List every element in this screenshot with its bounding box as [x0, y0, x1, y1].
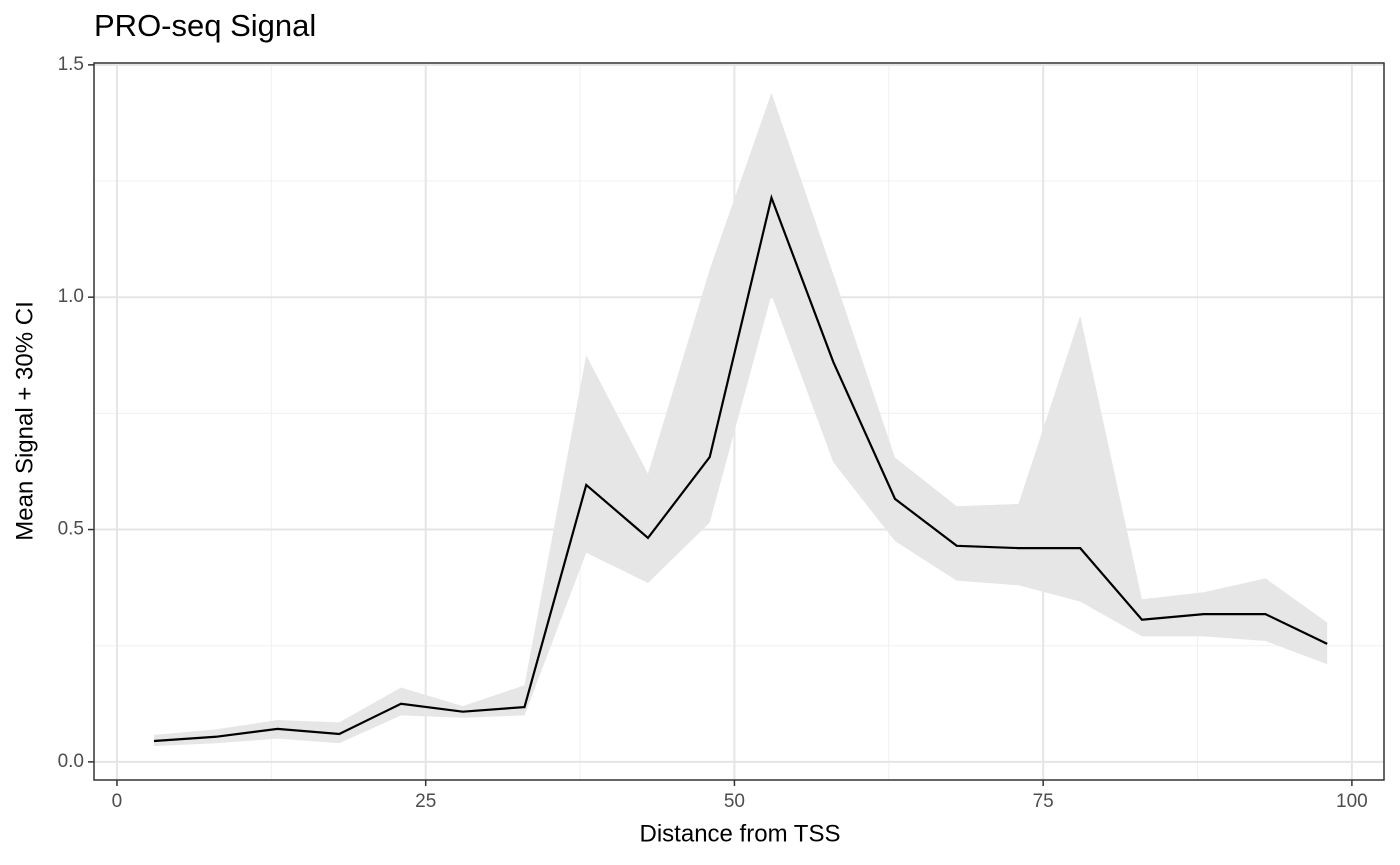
x-tick-label: 50	[724, 791, 745, 812]
y-tick-label: 0.0	[58, 751, 84, 772]
mean-line	[153, 194, 1328, 743]
x-tick-label: 100	[1336, 791, 1368, 812]
confidence-ribbon	[154, 92, 1328, 747]
x-tick-label: 75	[1033, 791, 1054, 812]
plot-border	[93, 62, 1385, 781]
y-tick-label: 1.5	[58, 54, 84, 75]
chart-title: PRO-seq Signal	[94, 8, 316, 43]
x-tick-label: 25	[415, 791, 436, 812]
x-tick-label: 0	[112, 791, 123, 812]
y-tick-label: 0.5	[58, 519, 84, 540]
y-axis-label: Mean Signal + 30% CI	[11, 301, 38, 540]
y-tick-label: 1.0	[58, 286, 84, 307]
x-axis-label: Distance from TSS	[640, 820, 841, 847]
